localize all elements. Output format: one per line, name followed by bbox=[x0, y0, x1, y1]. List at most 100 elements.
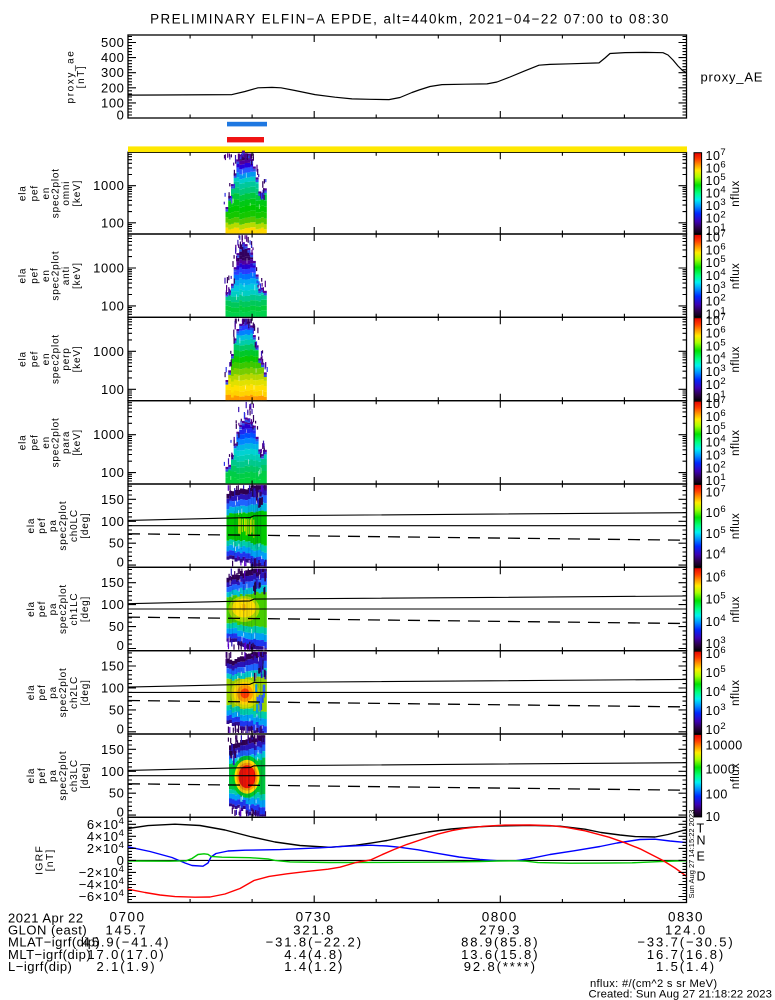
svg-text:MLAT−igrf(dip): MLAT−igrf(dip) bbox=[8, 935, 100, 950]
svg-text:10000: 10000 bbox=[706, 739, 743, 753]
svg-text:T: T bbox=[697, 822, 705, 836]
svg-text:−31.8(−22.2): −31.8(−22.2) bbox=[266, 935, 363, 950]
svg-text:0: 0 bbox=[117, 638, 125, 653]
svg-text:150: 150 bbox=[101, 659, 125, 674]
svg-text:1.4(1.2): 1.4(1.2) bbox=[284, 959, 344, 974]
svg-text:E: E bbox=[697, 849, 705, 863]
svg-text:nflux: nflux bbox=[730, 680, 742, 706]
svg-text:pef: pef bbox=[37, 767, 48, 783]
svg-text:−6×104: −6×104 bbox=[79, 888, 125, 904]
svg-text:GLON (east): GLON (east) bbox=[8, 923, 87, 938]
svg-text:en: en bbox=[41, 269, 52, 282]
svg-text:D: D bbox=[697, 870, 706, 884]
svg-text:[keV]: [keV] bbox=[72, 262, 83, 289]
svg-text:100: 100 bbox=[706, 788, 728, 802]
svg-text:spec2plot: spec2plot bbox=[58, 667, 69, 717]
svg-text:279.3: 279.3 bbox=[479, 923, 521, 938]
svg-text:150: 150 bbox=[101, 492, 125, 507]
svg-text:−4×104: −4×104 bbox=[79, 876, 125, 892]
svg-text:Sun Aug 27 14:15:22 2023: Sun Aug 27 14:15:22 2023 bbox=[687, 810, 696, 899]
svg-text:spec2plot: spec2plot bbox=[51, 168, 62, 218]
svg-text:100: 100 bbox=[101, 764, 125, 779]
svg-text:nflux: nflux bbox=[730, 596, 742, 622]
svg-text:omni: omni bbox=[61, 181, 72, 206]
svg-text:[nT]: [nT] bbox=[76, 65, 87, 89]
svg-text:1000: 1000 bbox=[93, 261, 124, 276]
svg-text:pef: pef bbox=[37, 601, 48, 617]
svg-text:0: 0 bbox=[117, 108, 125, 123]
svg-text:en: en bbox=[41, 187, 52, 200]
svg-text:nflux: nflux bbox=[730, 513, 742, 539]
svg-text:ch3LC: ch3LC bbox=[69, 759, 80, 792]
svg-text:−2×104: −2×104 bbox=[79, 864, 125, 880]
svg-text:spec2plot: spec2plot bbox=[58, 584, 69, 634]
svg-text:0730: 0730 bbox=[296, 910, 332, 925]
svg-text:1000: 1000 bbox=[706, 762, 736, 776]
svg-text:ela: ela bbox=[26, 768, 37, 784]
svg-text:PRELIMINARY ELFIN−A EPDE, alt=: PRELIMINARY ELFIN−A EPDE, alt=440km, 202… bbox=[150, 12, 670, 27]
svg-text:100: 100 bbox=[101, 681, 125, 696]
svg-text:ch1LC: ch1LC bbox=[69, 593, 80, 626]
svg-text:en: en bbox=[41, 436, 52, 449]
svg-text:[deg]: [deg] bbox=[80, 762, 91, 788]
svg-text:spec2plot: spec2plot bbox=[51, 417, 62, 467]
svg-text:150: 150 bbox=[101, 742, 125, 757]
svg-text:145.7: 145.7 bbox=[105, 923, 147, 938]
svg-text:perp: perp bbox=[61, 347, 72, 370]
svg-text:spec2plot: spec2plot bbox=[51, 334, 62, 384]
svg-text:2021 Apr 22: 2021 Apr 22 bbox=[8, 911, 84, 926]
svg-text:[deg]: [deg] bbox=[80, 512, 91, 538]
svg-text:1.5(1.4): 1.5(1.4) bbox=[656, 959, 716, 974]
svg-text:spec2plot: spec2plot bbox=[58, 751, 69, 801]
svg-text:92.8(****): 92.8(****) bbox=[464, 959, 537, 974]
svg-text:2.1(1.9): 2.1(1.9) bbox=[96, 959, 156, 974]
svg-text:300: 300 bbox=[101, 65, 125, 80]
svg-text:ela: ela bbox=[26, 601, 37, 617]
svg-text:ela: ela bbox=[26, 518, 37, 534]
svg-text:Created: Sun Aug 27 21:18:22 2: Created: Sun Aug 27 21:18:22 2023 bbox=[589, 989, 773, 1000]
svg-text:nflux: nflux bbox=[730, 346, 742, 372]
svg-text:anti: anti bbox=[61, 266, 72, 285]
svg-text:pef: pef bbox=[30, 351, 41, 367]
svg-text:50: 50 bbox=[109, 619, 125, 634]
svg-text:17.0(17.0): 17.0(17.0) bbox=[87, 947, 165, 962]
svg-text:13.6(15.8): 13.6(15.8) bbox=[461, 947, 539, 962]
svg-text:nflux: nflux bbox=[730, 430, 742, 456]
svg-text:pef: pef bbox=[37, 684, 48, 700]
svg-text:1000: 1000 bbox=[93, 178, 124, 193]
svg-text:N: N bbox=[697, 833, 706, 847]
svg-text:150: 150 bbox=[101, 575, 125, 590]
svg-text:[deg]: [deg] bbox=[80, 679, 91, 705]
svg-text:MLT−igrf(dip): MLT−igrf(dip) bbox=[8, 947, 91, 962]
svg-text:ch2LC: ch2LC bbox=[69, 676, 80, 709]
svg-text:100: 100 bbox=[101, 514, 125, 529]
svg-text:0830: 0830 bbox=[668, 910, 704, 925]
svg-text:ch0LC: ch0LC bbox=[69, 509, 80, 542]
svg-text:2×104: 2×104 bbox=[87, 840, 125, 856]
svg-text:nflux: #/(cm^2 s sr MeV): nflux: #/(cm^2 s sr MeV) bbox=[590, 978, 717, 990]
svg-text:pef: pef bbox=[30, 434, 41, 450]
svg-text:pa: pa bbox=[48, 519, 59, 532]
svg-text:100: 100 bbox=[101, 597, 125, 612]
svg-text:100: 100 bbox=[101, 95, 125, 110]
svg-text:proxy_ae: proxy_ae bbox=[66, 50, 77, 104]
svg-text:pa: pa bbox=[48, 603, 59, 616]
svg-text:100: 100 bbox=[101, 215, 125, 230]
svg-text:pef: pef bbox=[30, 267, 41, 283]
svg-text:[keV]: [keV] bbox=[72, 429, 83, 456]
svg-text:200: 200 bbox=[101, 80, 125, 95]
svg-text:L−igrf(dip): L−igrf(dip) bbox=[8, 959, 72, 974]
svg-text:1000: 1000 bbox=[93, 344, 124, 359]
svg-text:50: 50 bbox=[109, 702, 125, 717]
svg-text:IGRF: IGRF bbox=[34, 845, 46, 875]
svg-text:0: 0 bbox=[117, 805, 125, 820]
svg-text:[keV]: [keV] bbox=[72, 180, 83, 207]
svg-text:spec2plot: spec2plot bbox=[51, 251, 62, 301]
svg-text:[nT]: [nT] bbox=[44, 848, 56, 871]
svg-text:88.9(85.8): 88.9(85.8) bbox=[461, 935, 539, 950]
svg-text:para: para bbox=[61, 431, 72, 454]
svg-text:0: 0 bbox=[117, 721, 125, 736]
svg-text:spec2plot: spec2plot bbox=[58, 501, 69, 551]
svg-text:321.8: 321.8 bbox=[293, 923, 335, 938]
svg-text:45.9(−41.4): 45.9(−41.4) bbox=[83, 935, 171, 950]
